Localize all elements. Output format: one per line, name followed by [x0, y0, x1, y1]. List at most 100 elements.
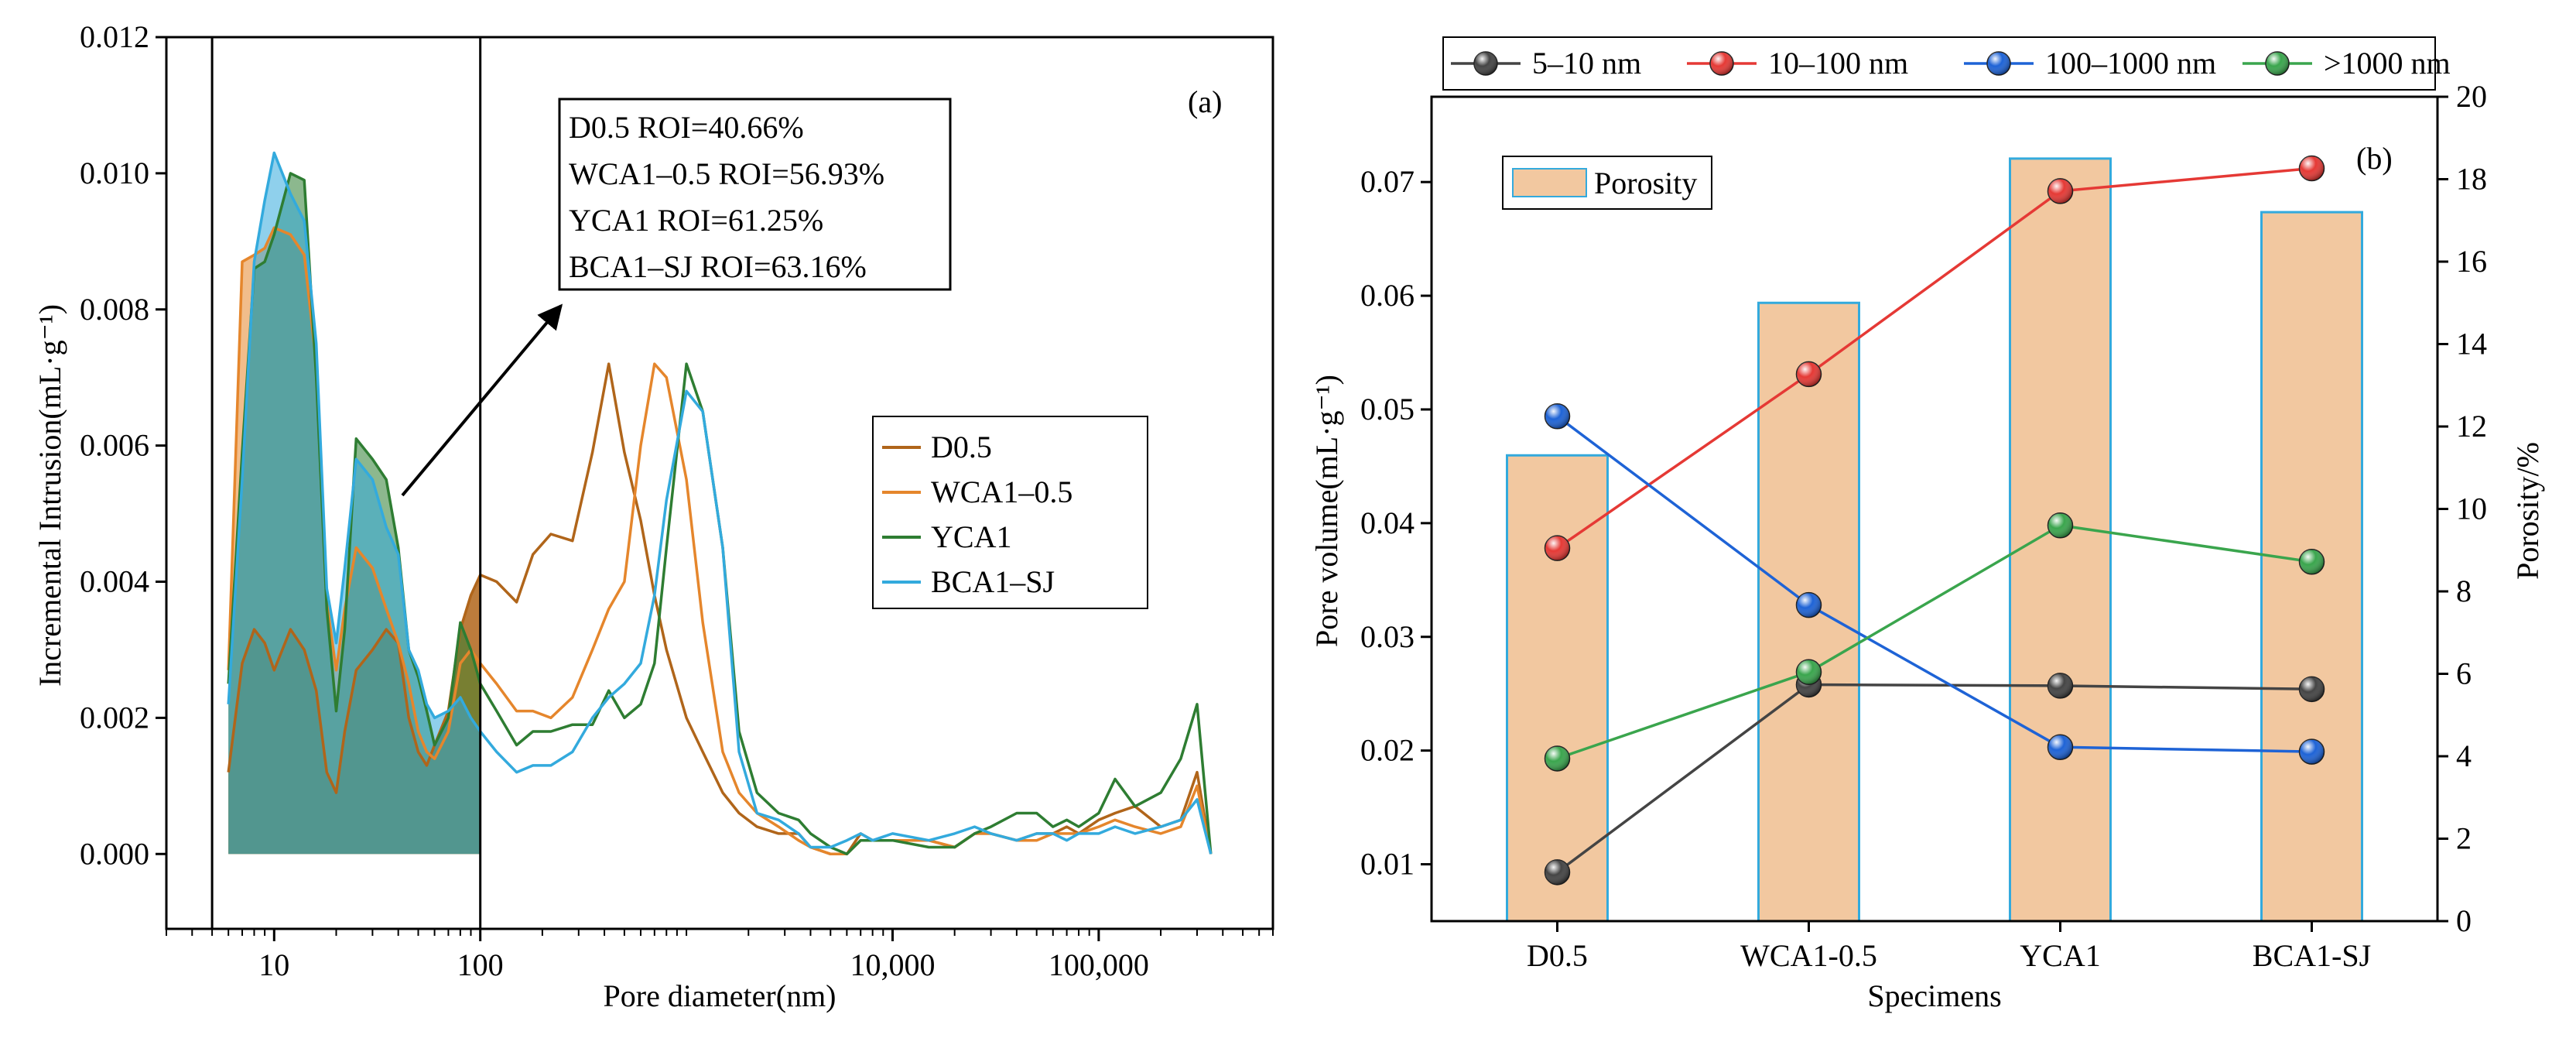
- b-legend-label-0: 5–10 nm: [1532, 46, 1641, 81]
- point-shine: [1796, 361, 1822, 387]
- b-y-tick-label-2: 0.03: [1360, 619, 1415, 654]
- panel-a-series-lines: [227, 151, 1213, 856]
- b-x-tick-label-3: BCA1-SJ: [2253, 938, 2371, 973]
- point-shine: [2047, 673, 2073, 698]
- pore-point-1-1: [1795, 361, 1822, 388]
- b-y2-tick-label-9: 18: [2456, 162, 2487, 197]
- point-shine: [2299, 549, 2325, 574]
- porosity-bar-0: [1506, 454, 1609, 923]
- b-legend-marker-shine-0: [1474, 52, 1497, 75]
- pore-point-2-0: [1544, 403, 1571, 430]
- y-tick-label-6: 0.012: [80, 19, 149, 54]
- line-series-3: [227, 151, 1213, 855]
- x-tick-label-2: 10,000: [850, 947, 935, 982]
- panel-b-series-points: [1544, 155, 2325, 886]
- roi-annotation-line-1: D0.5 ROI=40.66%: [569, 110, 804, 145]
- b-y2-tick-label-3: 6: [2456, 656, 2472, 691]
- b-legend-label-2: 100–1000 nm: [2045, 46, 2216, 81]
- b-legend-marker-shine-1: [1710, 52, 1733, 75]
- panel-b-porosity-bars: [1506, 157, 2363, 923]
- b-y2-tick-label-1: 2: [2456, 821, 2472, 856]
- panel-a-y-axis-label: Incremental Intrusion(mL·g⁻¹): [32, 304, 67, 687]
- b-y2-tick-label-2: 4: [2456, 738, 2472, 773]
- legend-label-series-0: D0.5: [931, 430, 992, 464]
- b-y2-tick-label-0: 0: [2456, 903, 2472, 938]
- porosity-legend-swatch: [1512, 168, 1587, 197]
- roi-annotation-line-3: YCA1 ROI=61.25%: [569, 203, 823, 238]
- point-shine: [2299, 677, 2325, 702]
- point-shine: [2047, 178, 2073, 204]
- panel-a-x-ticks: 10 100 10,000 100,000: [166, 929, 1274, 982]
- pore-point-2-3: [2298, 738, 2325, 765]
- y-tick-label-3: 0.006: [80, 428, 149, 463]
- pore-point-3-1: [1795, 659, 1822, 686]
- panel-b-legend: 5–10 nm 10–100 nm 100–1000 nm >1000 nm: [1451, 46, 2451, 81]
- panel-b-series-lines: [1556, 166, 2312, 874]
- panel-b-x-ticks: D0.5 WCA1-0.5 YCA1 BCA1-SJ: [1527, 921, 2371, 973]
- b-y2-tick-label-8: 16: [2456, 244, 2487, 279]
- pore-point-2-2: [2047, 734, 2074, 760]
- point-shine: [1545, 859, 1570, 885]
- pore-line-0: [1556, 683, 2312, 874]
- y-tick-label-2: 0.004: [80, 564, 149, 599]
- roi-annotation-line-4: BCA1–SJ ROI=63.16%: [569, 249, 867, 284]
- porosity-legend-label: Porosity: [1594, 166, 1697, 200]
- y-tick-label-4: 0.008: [80, 292, 149, 327]
- b-y2-tick-label-4: 8: [2456, 574, 2472, 608]
- pore-point-1-3: [2298, 155, 2325, 182]
- b-x-tick-label-0: D0.5: [1527, 938, 1588, 973]
- b-y-tick-label-3: 0.04: [1360, 505, 1415, 540]
- roi-annotation-arrow: [401, 303, 563, 497]
- b-x-tick-label-2: YCA1: [2020, 938, 2100, 973]
- legend-label-series-2: YCA1: [931, 519, 1011, 554]
- point-shine: [2047, 735, 2073, 760]
- point-shine: [1545, 403, 1570, 429]
- y-tick-label-0: 0.000: [80, 836, 149, 871]
- point-shine: [2299, 739, 2325, 765]
- x-tick-label-3: 100,000: [1049, 947, 1149, 982]
- roi-annotation-line-2: WCA1–0.5 ROI=56.93%: [569, 156, 884, 191]
- x-tick-label-1: 100: [457, 947, 504, 982]
- pore-line-3: [1556, 523, 2312, 760]
- y-tick-label-5: 0.010: [80, 156, 149, 190]
- line-series-2: [227, 172, 1213, 856]
- b-legend-label-3: >1000 nm: [2324, 46, 2451, 81]
- b-x-tick-label-1: WCA1-0.5: [1740, 938, 1877, 973]
- pore-point-3-2: [2047, 512, 2074, 539]
- b-y2-tick-label-7: 14: [2456, 327, 2487, 361]
- pore-point-1-0: [1544, 535, 1571, 561]
- pore-line-1: [1556, 166, 2312, 550]
- panel-b-y2-ticks: 0 2 4 6 8 10 12 14 16 18 20: [2437, 79, 2487, 938]
- pore-point-0-3: [2298, 676, 2325, 703]
- porosity-bar-3: [2260, 211, 2363, 923]
- point-shine: [2299, 156, 2325, 181]
- point-shine: [1796, 592, 1822, 618]
- porosity-bar-2: [2009, 157, 2112, 923]
- panel-a-y-ticks: 0.000 0.002 0.004 0.006 0.008 0.010 0.012: [80, 19, 166, 871]
- b-y2-tick-label-5: 10: [2456, 492, 2487, 526]
- panel-a-x-axis-label: Pore diameter(nm): [604, 978, 836, 1013]
- pore-point-3-0: [1544, 745, 1571, 772]
- pore-point-0-2: [2047, 673, 2074, 699]
- b-legend-marker-shine-2: [1987, 52, 2010, 75]
- b-y-tick-label-5: 0.06: [1360, 278, 1415, 313]
- panel-b-x-axis-label: Specimens: [1867, 978, 2001, 1013]
- panel-b-y-axis-label: Pore volume(mL·g⁻¹): [1309, 375, 1344, 647]
- b-y-tick-label-0: 0.01: [1360, 847, 1415, 882]
- panel-b-y2-axis-label: Porosity/%: [2510, 442, 2545, 580]
- point-shine: [1545, 745, 1570, 771]
- x-tick-label-0: 10: [258, 947, 289, 982]
- panel-a-plot-frame: [165, 36, 1274, 930]
- point-shine: [2047, 512, 2073, 538]
- pore-point-2-1: [1795, 591, 1822, 618]
- panel-a-legend: D0.5 WCA1–0.5 YCA1 BCA1–SJ: [882, 430, 1072, 599]
- roi-annotation-box: [558, 98, 952, 291]
- b-y-tick-label-4: 0.05: [1360, 392, 1415, 427]
- pore-point-3-3: [2298, 549, 2325, 575]
- b-legend-label-1: 10–100 nm: [1768, 46, 1908, 81]
- point-shine: [1796, 659, 1822, 685]
- pore-point-1-2: [2047, 178, 2074, 204]
- b-y2-tick-label-10: 20: [2456, 79, 2487, 114]
